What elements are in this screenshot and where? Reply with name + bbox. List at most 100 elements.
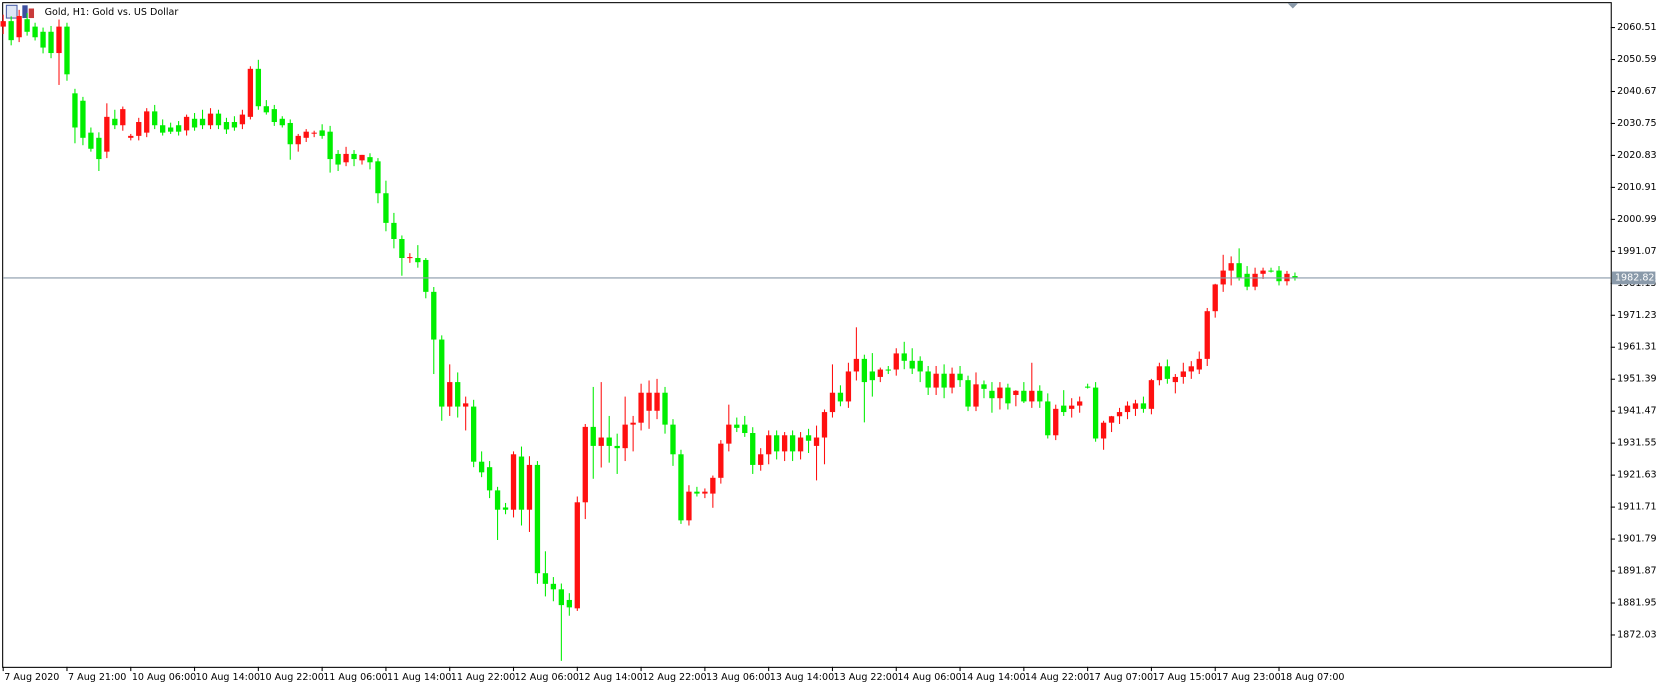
y-tick-label: 1881.95	[1617, 598, 1657, 609]
candle-body	[853, 358, 860, 372]
candle-body	[1053, 408, 1059, 436]
y-tick-label: 1921.63	[1617, 470, 1657, 481]
candle-body	[622, 424, 628, 449]
candle-body	[1029, 390, 1035, 402]
candle-body	[48, 31, 54, 54]
candle-body	[144, 111, 150, 133]
candle-body	[359, 154, 365, 161]
icon-bar	[22, 5, 28, 19]
candle-body	[1188, 366, 1194, 372]
candle-body	[726, 424, 732, 444]
candle-body	[837, 392, 844, 402]
candle-body	[646, 392, 652, 411]
candle-body	[104, 116, 110, 152]
candle-body	[112, 118, 118, 126]
candle-body	[566, 599, 572, 608]
candle-body	[1124, 405, 1131, 413]
candle-body	[1268, 270, 1274, 272]
candle-body	[1204, 311, 1210, 359]
candle-body	[534, 464, 541, 574]
candle-body	[518, 456, 525, 510]
candle-body	[965, 380, 971, 407]
candle-body	[399, 238, 405, 259]
candle-body	[311, 132, 317, 134]
candle-body	[630, 422, 636, 425]
candle-body	[662, 392, 668, 425]
candle-body	[367, 157, 373, 163]
candle-body	[1228, 263, 1234, 271]
candle-body	[766, 435, 772, 455]
candle-body	[917, 360, 923, 372]
x-tick-label: 14 Aug 06:00	[897, 672, 961, 683]
candle-body	[1276, 270, 1282, 282]
candle-body	[877, 369, 883, 377]
candle-body	[1076, 401, 1083, 406]
x-tick-label: 12 Aug 14:00	[578, 672, 642, 683]
x-tick-label: 11 Aug 22:00	[451, 672, 515, 683]
candle-body	[1037, 390, 1043, 402]
candle-body	[925, 371, 931, 388]
y-tick-label: 1931.55	[1617, 438, 1657, 449]
candle-body	[120, 109, 126, 126]
candle-body	[56, 26, 62, 54]
candle-body	[941, 373, 947, 388]
candle-body	[909, 360, 915, 369]
candle-body	[1212, 284, 1218, 312]
candle-body	[152, 111, 158, 126]
y-tick-label: 2040.67	[1617, 86, 1657, 97]
candle-body	[231, 122, 238, 128]
candle-body	[869, 371, 875, 381]
candle-body	[742, 424, 748, 434]
x-tick-label: 13 Aug 06:00	[706, 672, 770, 683]
candle-body	[80, 100, 86, 138]
candle-body	[1244, 273, 1250, 287]
candle-body	[1164, 366, 1171, 379]
candle-body	[447, 382, 453, 407]
candle-body	[383, 193, 389, 223]
candle-body	[502, 507, 509, 510]
candle-body	[845, 371, 852, 402]
candle-body	[1045, 401, 1051, 436]
shift-marker[interactable]	[1287, 3, 1299, 9]
candle-body	[957, 373, 963, 381]
candle-body	[199, 118, 206, 126]
candle-body	[423, 259, 429, 292]
candle-body	[1148, 380, 1155, 409]
candle-body	[582, 426, 588, 503]
candle-body	[614, 445, 620, 449]
candle-body	[64, 26, 70, 75]
y-tick-label: 1872.03	[1617, 629, 1657, 640]
candle-body	[598, 437, 604, 446]
candle-body	[351, 153, 357, 160]
candle-body	[1172, 376, 1179, 383]
candle-body	[670, 424, 676, 455]
candle-body	[1116, 412, 1123, 417]
candle-body	[1236, 263, 1242, 278]
x-tick-label: 17 Aug 15:00	[1152, 672, 1216, 683]
y-tick-label: 2020.83	[1617, 150, 1657, 161]
candle-body	[686, 491, 692, 521]
candle-body	[327, 131, 333, 160]
x-tick-label: 11 Aug 06:00	[323, 672, 387, 683]
candle-body	[861, 358, 868, 383]
x-tick-label: 10 Aug 14:00	[196, 672, 260, 683]
candle-body	[319, 130, 325, 136]
candle-body	[813, 437, 820, 446]
y-tick-label: 1951.39	[1617, 374, 1657, 385]
candle-body	[1132, 403, 1139, 409]
candle-body	[694, 491, 700, 494]
candle-body	[1005, 387, 1011, 404]
candle-body	[486, 467, 493, 491]
y-tick-label: 2060.51	[1617, 22, 1657, 33]
candle-body	[160, 125, 166, 133]
x-tick-label: 10 Aug 22:00	[259, 672, 323, 683]
candle-body	[1260, 270, 1266, 274]
candle-body	[1180, 371, 1186, 377]
candle-body	[303, 131, 309, 138]
candle-body	[797, 437, 804, 452]
candle-body	[295, 135, 301, 145]
candle-body	[997, 387, 1003, 399]
candle-body	[1292, 276, 1298, 278]
